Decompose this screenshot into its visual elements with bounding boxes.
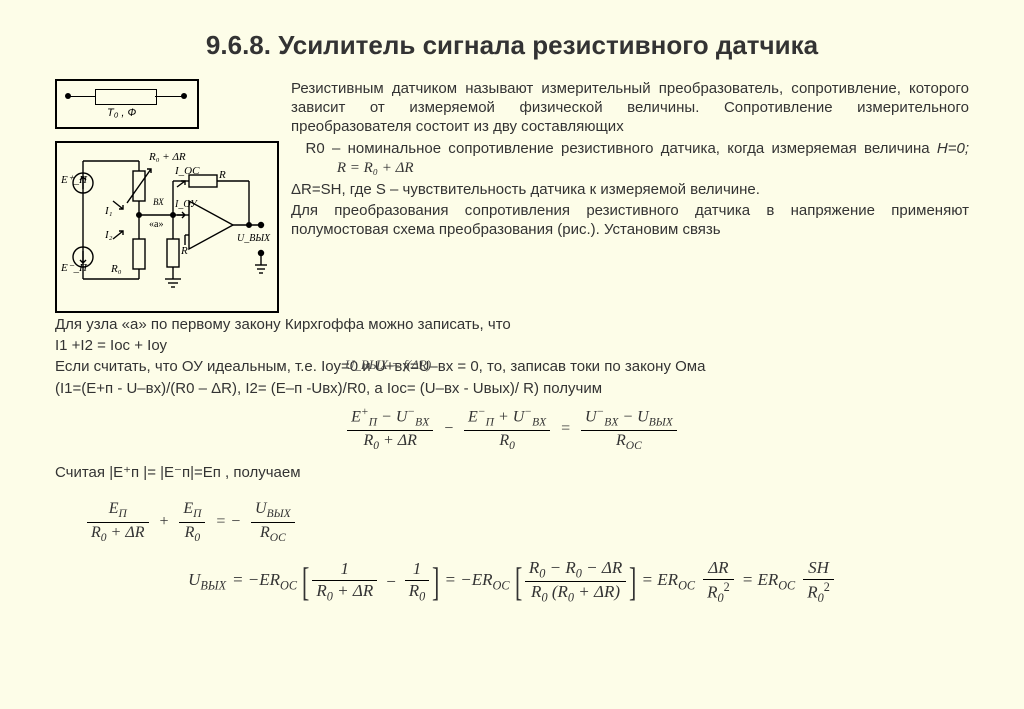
label-iou: I_ОУ bbox=[175, 199, 197, 210]
formula-fractions-1: E+П − U−BXR0 + ΔR − E−П + U−BXR0 = U−BX … bbox=[55, 406, 969, 453]
para4: Для преобразования сопротивления резисти… bbox=[291, 201, 969, 239]
label-node-a: «а» bbox=[149, 219, 163, 230]
formula-r: R = R₀ + ΔR bbox=[337, 160, 414, 176]
para5: Для узла «а» по первому закону Кирхгоффа… bbox=[55, 315, 969, 334]
label-ep-plus: E⁺_П bbox=[61, 173, 87, 186]
para1: Резистивным датчиком называют измеритель… bbox=[291, 79, 969, 137]
para6: Если считать, что ОУ идеальным, т.е. Iоу… bbox=[55, 357, 969, 376]
circuit-diagram: E⁺_П E⁻_П R₀ + ΔR I_ОС R I₁ I₂ ВХ I_ОУ «… bbox=[55, 141, 279, 313]
diagram-column: Т₀ , Ф bbox=[55, 79, 279, 313]
formula-fractions-2: EПR0 + ΔR + EПR0 = − UВЫХRОС bbox=[55, 500, 969, 545]
para3: ΔR=SH, где S – чувствительность датчика … bbox=[291, 180, 969, 199]
label-i2: I₂ bbox=[105, 229, 113, 241]
label-bx: ВХ bbox=[153, 197, 164, 207]
eq-kirchhoff: I1 +I2 = Iос + Iоу bbox=[55, 336, 969, 355]
para7: Считая |E⁺п |= |E⁻п|=Eп , получаем bbox=[55, 463, 969, 482]
label-ioc: I_ОС bbox=[175, 165, 199, 177]
para2: R0 – номинальное сопротивление резистивн… bbox=[291, 139, 969, 178]
label-r0dr: R₀ + ΔR bbox=[149, 151, 186, 163]
formula-final-chain: UВЫХ = −ERОС [ 1R0 + ΔR − 1R0 ] = −ERОС … bbox=[55, 559, 969, 606]
sensor-label: Т₀ , Ф bbox=[107, 107, 136, 119]
sensor-symbol-diagram: Т₀ , Ф bbox=[55, 79, 199, 129]
page-title: 9.6.8. Усилитель сигнала резистивного да… bbox=[55, 30, 969, 61]
label-r-fb: R bbox=[219, 169, 226, 181]
overlay-formula: U_ВЫХ = f(ΔR) bbox=[345, 357, 431, 374]
intro-text: Резистивным датчиком называют измеритель… bbox=[291, 79, 969, 242]
label-r-gnd: R bbox=[181, 245, 188, 257]
eq-ohm: (I1=(E+п - U–вх)/(R0 – ΔR), I2= (E–п -Uв… bbox=[55, 379, 969, 398]
label-r0: R₀ bbox=[111, 263, 122, 275]
label-uvyh: U_ВЫХ bbox=[237, 233, 270, 244]
label-ep-minus: E⁻_П bbox=[61, 261, 87, 274]
label-i1: I₁ bbox=[105, 205, 113, 217]
